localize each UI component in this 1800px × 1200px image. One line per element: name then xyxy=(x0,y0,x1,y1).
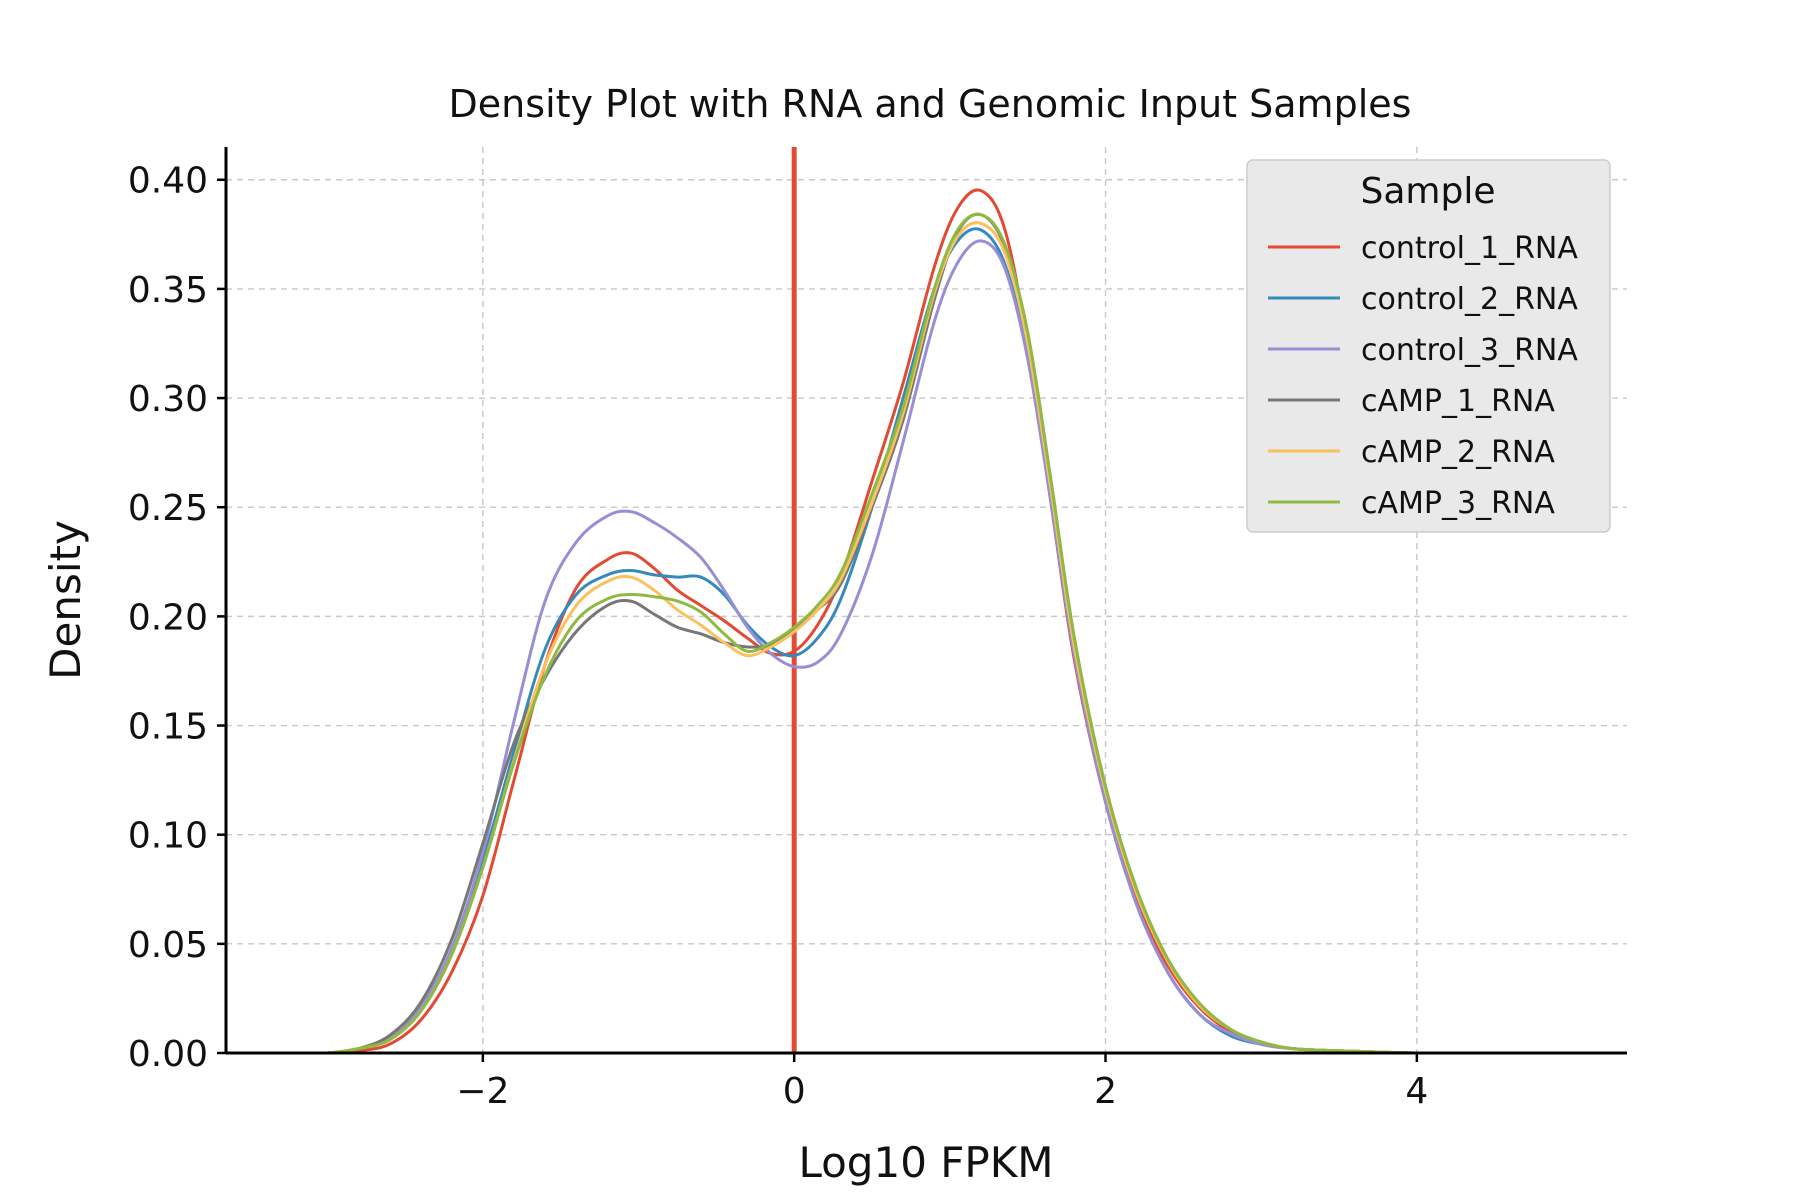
y-tick-label: 0.30 xyxy=(128,379,208,420)
y-ticks: 0.00 0.05 0.10 0.15 0.20 0.25 0.30 0.35 0.40 xyxy=(128,161,226,1075)
x-tick-label: 2 xyxy=(1094,1071,1117,1112)
legend-label: control_2_RNA xyxy=(1361,282,1578,317)
y-tick-label: 0.00 xyxy=(128,1034,208,1075)
legend-title: Sample xyxy=(1361,171,1496,212)
x-tick-label: 4 xyxy=(1405,1071,1428,1112)
x-ticks: −2 0 2 4 xyxy=(456,1053,1428,1112)
y-tick-label: 0.40 xyxy=(128,161,208,202)
legend: Sample control_1_RNAcontrol_2_RNAcontrol… xyxy=(1246,159,1611,533)
y-tick-label: 0.10 xyxy=(128,816,208,857)
y-tick-label: 0.35 xyxy=(128,270,208,311)
legend-label: cAMP_2_RNA xyxy=(1361,435,1555,470)
series-line-cAMP_3_RNA xyxy=(278,212,1575,1055)
y-tick-label: 0.05 xyxy=(128,925,208,966)
legend-items: control_1_RNA control_2_RNA control_3_RNAc… xyxy=(1268,231,1578,521)
legend-label: cAMP_1_RNA xyxy=(1361,384,1555,419)
y-axis-label: Density xyxy=(41,520,90,680)
chart-title: Density Plot with RNA and Genomic Input … xyxy=(449,82,1412,126)
x-tick-label: −2 xyxy=(456,1071,509,1112)
legend-label: cAMP_3_RNA xyxy=(1361,486,1555,521)
x-axis-label: Log10 FPKM xyxy=(798,1138,1053,1187)
series-lines xyxy=(278,188,1575,1055)
y-tick-label: 0.20 xyxy=(128,597,208,638)
legend-label: control_1_RNA xyxy=(1361,231,1578,266)
series-line-control_3_RNA xyxy=(278,239,1575,1055)
legend-box xyxy=(1246,159,1611,533)
y-tick-label: 0.15 xyxy=(128,707,208,748)
x-tick-label: 0 xyxy=(783,1071,806,1112)
y-tick-label: 0.25 xyxy=(128,488,208,529)
legend-label: control_3_RNA xyxy=(1361,333,1578,368)
axes xyxy=(224,147,1627,1055)
